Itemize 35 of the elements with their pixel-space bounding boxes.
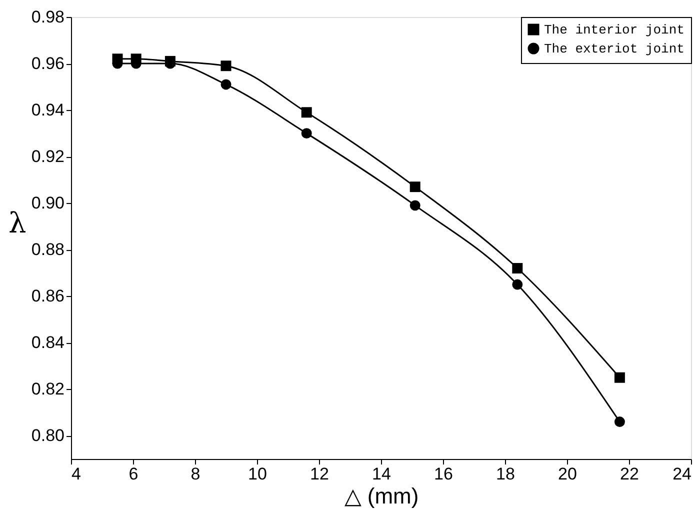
point <box>410 200 420 211</box>
y-tick-label: 0.88 <box>31 240 64 260</box>
x-tick-label: 14 <box>372 464 391 484</box>
y-tick-label: 0.98 <box>31 8 64 26</box>
x-tick-label: 22 <box>620 464 639 484</box>
x-tick-label: 20 <box>558 464 577 484</box>
x-tick-label: 12 <box>310 464 329 484</box>
y-axis-title: λ <box>8 206 26 240</box>
x-tick-label: 4 <box>72 464 81 484</box>
point <box>512 279 523 290</box>
y-tick-label: 0.86 <box>31 286 64 306</box>
x-tick-label: 8 <box>190 464 200 484</box>
x-tick-label: 10 <box>248 464 267 484</box>
x-tick-label: 6 <box>128 464 138 484</box>
y-tick-label: 0.84 <box>31 333 64 352</box>
y-tick-label: 0.90 <box>31 194 64 213</box>
y-tick-label: 0.92 <box>31 147 64 166</box>
y-tick-label: 0.80 <box>31 426 64 446</box>
point <box>220 60 232 72</box>
point <box>301 128 312 139</box>
y-tick-label: 0.94 <box>31 100 64 120</box>
point <box>512 263 523 274</box>
y-tick-label: 0.96 <box>31 54 64 74</box>
point <box>220 79 232 90</box>
x-tick-label: 24 <box>672 464 692 484</box>
x-tick-label: 18 <box>496 464 515 484</box>
legend-label: The exteriot joint <box>544 42 684 56</box>
point <box>410 182 420 192</box>
point <box>614 416 625 428</box>
x-axis-title: △ (mm) <box>344 484 419 508</box>
point <box>301 107 312 118</box>
x-tick-label: 16 <box>434 464 453 484</box>
legend-label: The interior joint <box>544 22 684 38</box>
y-tick-label: 0.82 <box>31 380 64 399</box>
point <box>614 372 625 383</box>
